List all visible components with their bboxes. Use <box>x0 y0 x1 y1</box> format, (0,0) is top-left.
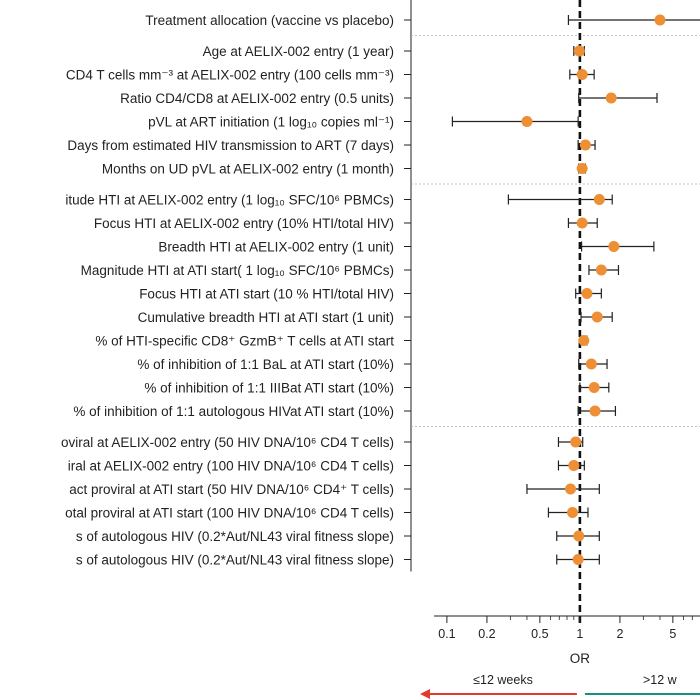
x-axis: 0.1 0.2 0.5 1 2 5 OR <box>434 615 700 666</box>
forest-row: otal proviral at ATI start (100 HIV DNA/… <box>65 506 589 521</box>
forest-row: iral at AELIX-002 entry (100 HIV DNA/10⁶… <box>68 459 585 474</box>
forest-row: % of inhibition of 1:1 autologous HIVat … <box>73 404 617 419</box>
row-label: Age at AELIX-002 entry (1 year) <box>203 44 394 59</box>
forest-row: Age at AELIX-002 entry (1 year) <box>203 44 585 59</box>
or-point <box>567 507 579 518</box>
forest-row: Months on UD pVL at AELIX-002 entry (1 m… <box>102 162 588 177</box>
direction-arrows: ≤12 weeks >12 w <box>420 673 700 699</box>
forest-row: % of HTI-specific CD8⁺ GzmB⁺ T cells at … <box>95 334 590 349</box>
row-label: Magnitude HTI at ATI start( 1 log₁₀ SFC/… <box>81 263 394 278</box>
or-point <box>585 358 597 370</box>
forest-row: % of inhibition of 1:1 IIIBat ATI start … <box>144 381 610 396</box>
left-arrow-label: ≤12 weeks <box>473 673 533 687</box>
row-label: % of inhibition of 1:1 BaL at ATI start … <box>137 357 394 372</box>
row-label: otal proviral at ATI start (100 HIV DNA/… <box>65 506 394 521</box>
or-point <box>595 264 607 276</box>
x-tick-label: 0.2 <box>478 627 495 641</box>
x-tick-label: 0.1 <box>438 627 455 641</box>
forest-row: % of inhibition of 1:1 BaL at ATI start … <box>137 357 608 372</box>
row-label: act proviral at ATI start (50 HIV DNA/10… <box>69 482 394 497</box>
or-point <box>573 45 585 57</box>
x-tick-label: 2 <box>616 627 623 641</box>
forest-row: s of autologous HIV (0.2*Aut/NL43 viral … <box>76 529 600 544</box>
row-label: % of inhibition of 1:1 autologous HIVat … <box>73 404 394 419</box>
forest-row: Focus HTI at ATI start (10 % HTI/total H… <box>139 287 602 302</box>
or-point <box>608 241 620 252</box>
row-label: Treatment allocation (vaccine vs placebo… <box>145 13 394 28</box>
x-axis-label: OR <box>570 651 591 666</box>
or-point <box>578 335 590 346</box>
row-label: Breadth HTI at AELIX-002 entry (1 unit) <box>158 240 394 255</box>
or-point <box>565 483 577 495</box>
forest-row: Treatment allocation (vaccine vs placebo… <box>145 13 700 28</box>
forest-row: Cumulative breadth HTI at ATI start (1 u… <box>138 310 613 325</box>
forest-row: oviral at AELIX-002 entry (50 HIV DNA/10… <box>61 435 584 450</box>
row-label: % of inhibition of 1:1 IIIBat ATI start … <box>144 381 394 396</box>
or-point <box>576 217 588 229</box>
forest-rows: Treatment allocation (vaccine vs placebo… <box>61 13 700 568</box>
row-label: Focus HTI at ATI start (10 % HTI/total H… <box>139 287 394 302</box>
or-point <box>576 163 588 174</box>
or-point <box>572 554 584 565</box>
forest-row: Focus HTI at AELIX-002 entry (10% HTI/to… <box>94 216 598 231</box>
right-arrow-label: >12 w <box>643 673 678 687</box>
row-label: Months on UD pVL at AELIX-002 entry (1 m… <box>102 162 394 177</box>
or-point <box>576 69 588 80</box>
x-tick-label: 1 <box>576 627 583 641</box>
row-label: iral at AELIX-002 entry (100 HIV DNA/10⁶… <box>68 459 394 474</box>
row-label: Cumulative breadth HTI at ATI start (1 u… <box>138 310 394 325</box>
plot-frame <box>410 0 700 624</box>
row-label: oviral at AELIX-002 entry (50 HIV DNA/10… <box>61 435 394 450</box>
or-point <box>581 288 593 299</box>
row-label: s of autologous HIV (0.2*Aut/NL43 viral … <box>76 529 394 544</box>
forest-row: itude HTI at AELIX-002 entry (1 log₁₀ SF… <box>65 193 613 208</box>
or-point <box>588 382 600 393</box>
row-label: % of HTI-specific CD8⁺ GzmB⁺ T cells at … <box>95 334 394 349</box>
or-point <box>605 92 617 104</box>
x-tick-label: 0.5 <box>531 627 548 641</box>
forest-row: CD4 T cells mm⁻³ at AELIX-002 entry (100… <box>66 68 595 83</box>
or-point <box>589 405 601 417</box>
forest-row: Days from estimated HIV transmission to … <box>67 138 596 153</box>
forest-row: s of autologous HIV (0.2*Aut/NL43 viral … <box>76 553 600 568</box>
or-point <box>521 116 533 127</box>
row-label: pVL at ART initiation (1 log₁₀ copies ml… <box>148 115 394 130</box>
row-label: Ratio CD4/CD8 at AELIX-002 entry (0.5 un… <box>120 91 394 106</box>
forest-row: Ratio CD4/CD8 at AELIX-002 entry (0.5 un… <box>120 91 658 106</box>
row-label: Focus HTI at AELIX-002 entry (10% HTI/to… <box>94 216 394 231</box>
forest-row: pVL at ART initiation (1 log₁₀ copies ml… <box>148 115 579 130</box>
or-point <box>568 460 580 471</box>
row-label: CD4 T cells mm⁻³ at AELIX-002 entry (100… <box>66 68 394 83</box>
row-label: s of autologous HIV (0.2*Aut/NL43 viral … <box>76 553 394 568</box>
forest-row: Magnitude HTI at ATI start( 1 log₁₀ SFC/… <box>81 263 620 278</box>
or-point <box>654 14 666 26</box>
or-point <box>579 139 591 151</box>
or-point <box>573 530 585 542</box>
row-label: Days from estimated HIV transmission to … <box>67 138 394 153</box>
or-point <box>593 194 605 205</box>
left-arrow-head <box>420 689 430 699</box>
forest-row: Breadth HTI at AELIX-002 entry (1 unit) <box>158 240 655 255</box>
x-tick-label: 5 <box>669 627 676 641</box>
or-point <box>570 436 582 448</box>
or-point <box>591 311 603 323</box>
forest-row: act proviral at ATI start (50 HIV DNA/10… <box>69 482 600 497</box>
row-label: itude HTI at AELIX-002 entry (1 log₁₀ SF… <box>65 193 394 208</box>
